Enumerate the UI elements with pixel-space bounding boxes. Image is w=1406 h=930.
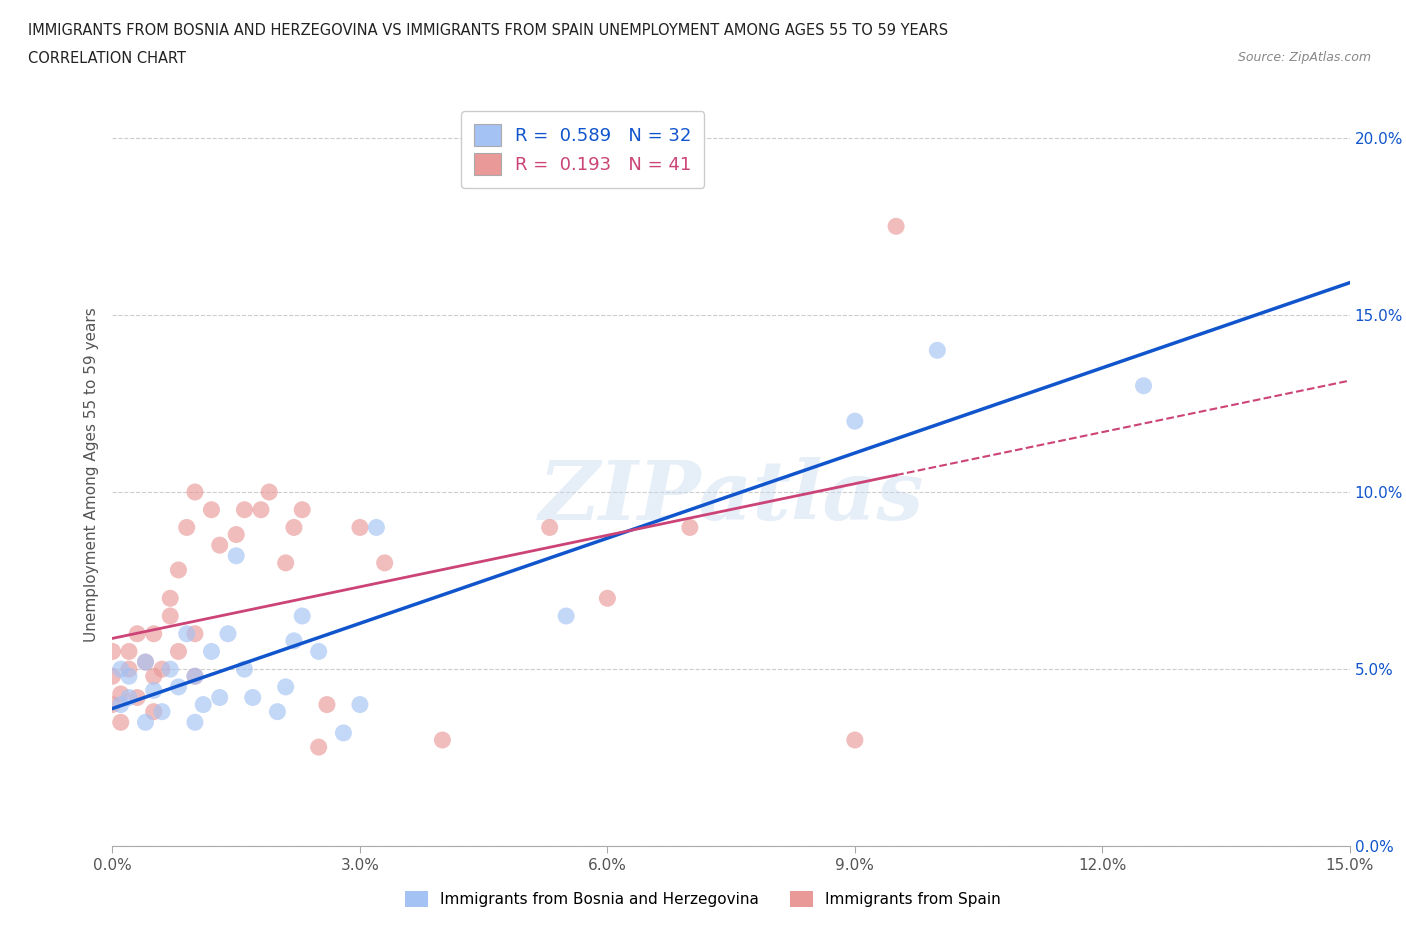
Point bbox=[110, 698, 132, 712]
Point bbox=[184, 626, 207, 641]
Point bbox=[291, 608, 314, 623]
Point bbox=[134, 655, 156, 670]
Point bbox=[274, 680, 297, 695]
Point bbox=[884, 219, 907, 233]
Point bbox=[208, 690, 231, 705]
Point bbox=[291, 502, 314, 517]
Point bbox=[250, 502, 273, 517]
Point bbox=[184, 715, 207, 730]
Point bbox=[308, 644, 330, 658]
Point bbox=[134, 715, 156, 730]
Point bbox=[927, 343, 949, 358]
Point bbox=[159, 591, 181, 605]
Point bbox=[283, 520, 305, 535]
Point bbox=[308, 739, 330, 754]
Point bbox=[150, 662, 173, 677]
Point bbox=[274, 555, 297, 570]
Point bbox=[127, 690, 149, 705]
Text: ZIPatlas: ZIPatlas bbox=[538, 457, 924, 537]
Point bbox=[225, 527, 247, 542]
Point bbox=[844, 733, 866, 748]
Point bbox=[332, 725, 354, 740]
Point bbox=[159, 608, 181, 623]
Point bbox=[110, 662, 132, 677]
Point bbox=[217, 626, 239, 641]
Point bbox=[142, 626, 165, 641]
Point bbox=[150, 704, 173, 719]
Point bbox=[176, 626, 198, 641]
Text: Source: ZipAtlas.com: Source: ZipAtlas.com bbox=[1237, 51, 1371, 64]
Point bbox=[432, 733, 454, 748]
Point bbox=[555, 608, 578, 623]
Legend: Immigrants from Bosnia and Herzegovina, Immigrants from Spain: Immigrants from Bosnia and Herzegovina, … bbox=[399, 884, 1007, 913]
Text: CORRELATION CHART: CORRELATION CHART bbox=[28, 51, 186, 66]
Point bbox=[596, 591, 619, 605]
Point bbox=[118, 690, 141, 705]
Point bbox=[184, 669, 207, 684]
Point bbox=[349, 698, 371, 712]
Point bbox=[134, 655, 156, 670]
Point bbox=[1132, 379, 1154, 393]
Point bbox=[101, 669, 124, 684]
Point bbox=[118, 644, 141, 658]
Point bbox=[679, 520, 702, 535]
Point bbox=[110, 686, 132, 701]
Point bbox=[538, 520, 561, 535]
Point bbox=[349, 520, 371, 535]
Text: IMMIGRANTS FROM BOSNIA AND HERZEGOVINA VS IMMIGRANTS FROM SPAIN UNEMPLOYMENT AMO: IMMIGRANTS FROM BOSNIA AND HERZEGOVINA V… bbox=[28, 23, 948, 38]
Legend: R =  0.589   N = 32, R =  0.193   N = 41: R = 0.589 N = 32, R = 0.193 N = 41 bbox=[461, 112, 704, 188]
Point bbox=[142, 704, 165, 719]
Point bbox=[193, 698, 215, 712]
Point bbox=[184, 485, 207, 499]
Point bbox=[374, 555, 396, 570]
Point bbox=[142, 683, 165, 698]
Point bbox=[184, 669, 207, 684]
Point bbox=[200, 502, 222, 517]
Point bbox=[233, 502, 256, 517]
Y-axis label: Unemployment Among Ages 55 to 59 years: Unemployment Among Ages 55 to 59 years bbox=[83, 307, 98, 642]
Point bbox=[242, 690, 264, 705]
Point bbox=[142, 669, 165, 684]
Point bbox=[257, 485, 280, 499]
Point bbox=[167, 563, 190, 578]
Point bbox=[118, 662, 141, 677]
Point bbox=[159, 662, 181, 677]
Point bbox=[176, 520, 198, 535]
Point bbox=[167, 644, 190, 658]
Point bbox=[208, 538, 231, 552]
Point bbox=[127, 626, 149, 641]
Point bbox=[283, 633, 305, 648]
Point bbox=[200, 644, 222, 658]
Point bbox=[101, 698, 124, 712]
Point bbox=[110, 715, 132, 730]
Point bbox=[266, 704, 288, 719]
Point bbox=[233, 662, 256, 677]
Point bbox=[167, 680, 190, 695]
Point bbox=[316, 698, 339, 712]
Point bbox=[366, 520, 388, 535]
Point bbox=[225, 549, 247, 564]
Point bbox=[101, 644, 124, 658]
Point bbox=[844, 414, 866, 429]
Point bbox=[118, 669, 141, 684]
